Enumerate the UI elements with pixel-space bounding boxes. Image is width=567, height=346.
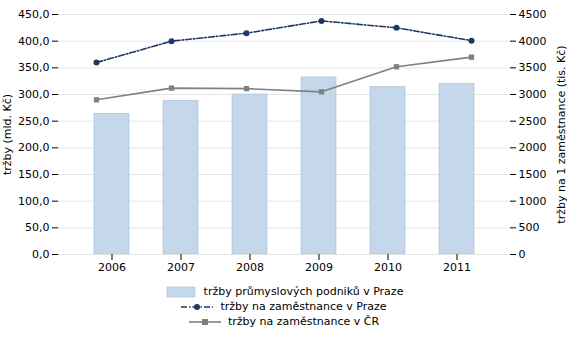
html-text:tržby na zaměstnance v Praze: tržby na zaměstnance v Praze <box>220 300 387 313</box>
svg-text:500: 500 <box>519 221 540 234</box>
svg-text:350,0: 350,0 <box>18 61 50 74</box>
svg-text:2007: 2007 <box>167 261 195 274</box>
svg-text:0,0: 0,0 <box>32 248 50 261</box>
svg-text:tržby na 1 zaměstnance (tis. K: tržby na 1 zaměstnance (tis. Kč) <box>555 45 567 223</box>
svg-text:1000: 1000 <box>519 195 547 208</box>
svg-text:200,0: 200,0 <box>18 141 50 154</box>
svg-text:0: 0 <box>519 248 526 261</box>
html-text:tržby na zaměstnance v ČR: tržby na zaměstnance v ČR <box>227 315 380 328</box>
svg-text:150,0: 150,0 <box>18 168 50 181</box>
svg-text:3000: 3000 <box>519 88 547 101</box>
svg-text:2009: 2009 <box>305 261 333 274</box>
svg-text:tržby (mld. Kč): tržby (mld. Kč) <box>1 94 14 175</box>
svg-text:300,0: 300,0 <box>18 88 50 101</box>
svg-text:4500: 4500 <box>519 8 547 21</box>
svg-text:2011: 2011 <box>443 261 471 274</box>
svg-text:250,0: 250,0 <box>18 115 50 128</box>
svg-text:2006: 2006 <box>98 261 126 274</box>
svg-text:100,0: 100,0 <box>18 195 50 208</box>
svg-text:4000: 4000 <box>519 35 547 48</box>
svg-text:2010: 2010 <box>374 261 402 274</box>
svg-text:450,0: 450,0 <box>18 8 50 21</box>
svg-text:3500: 3500 <box>519 61 547 74</box>
svg-text:2500: 2500 <box>519 115 547 128</box>
svg-text:400,0: 400,0 <box>18 35 50 48</box>
svg-text:2008: 2008 <box>236 261 264 274</box>
svg-text:2000: 2000 <box>519 141 547 154</box>
svg-text:1500: 1500 <box>519 168 547 181</box>
svg-text:50,0: 50,0 <box>25 221 50 234</box>
html-text:tržby průmyslových podniků v P: tržby průmyslových podniků v Praze <box>203 285 404 298</box>
